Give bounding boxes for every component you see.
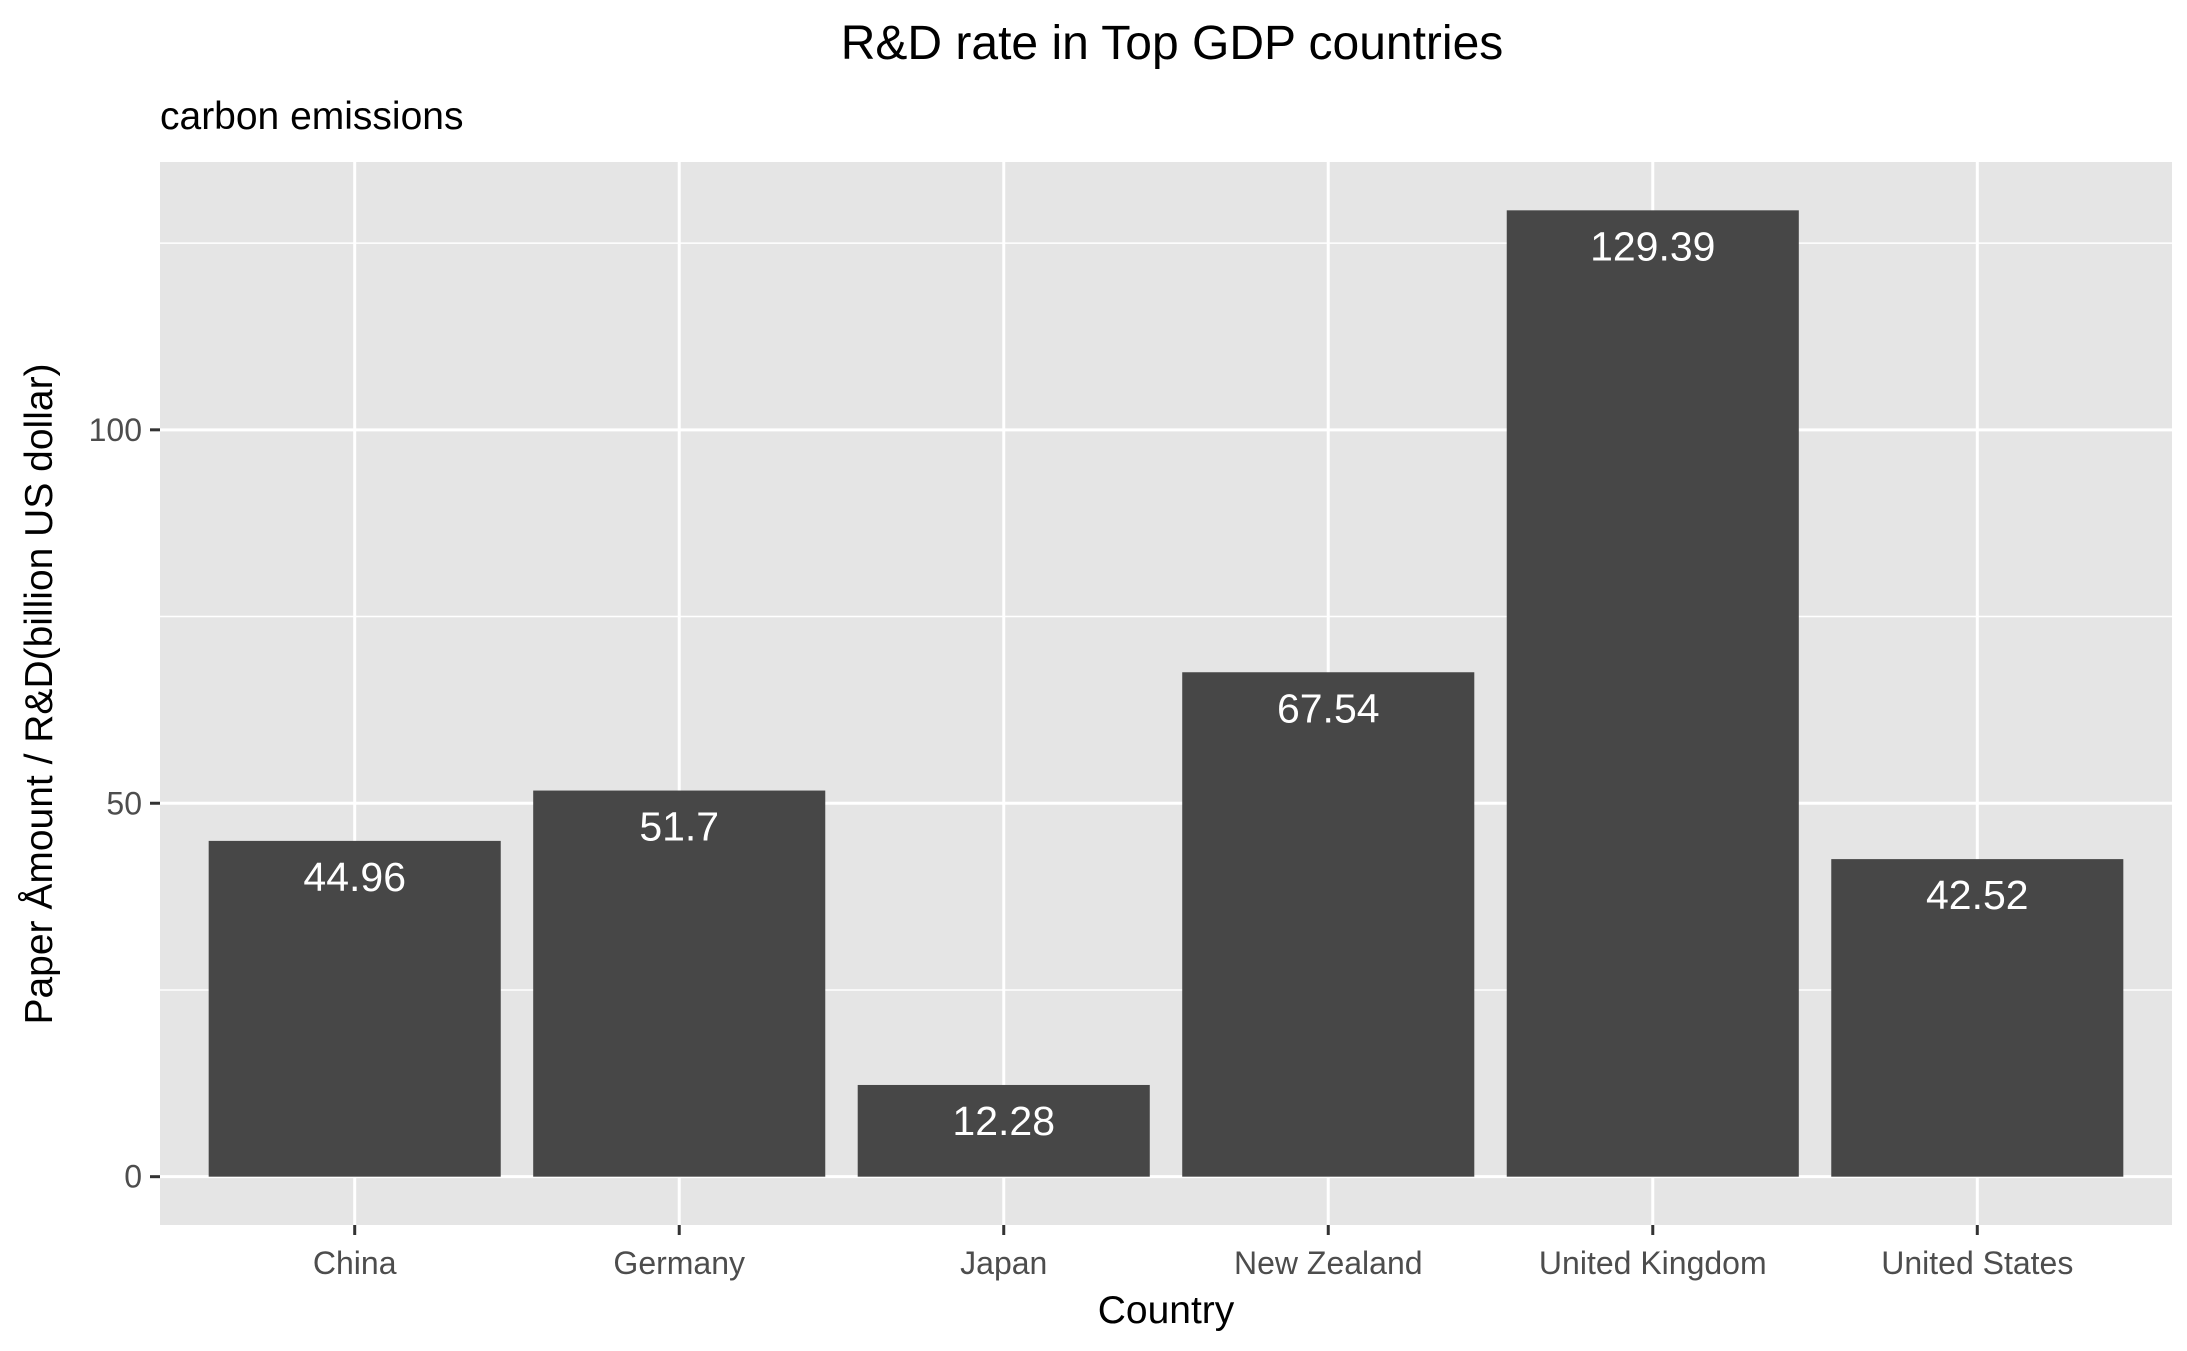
x-tick-label: United Kingdom [1539, 1245, 1767, 1281]
y-tick-label: 0 [124, 1159, 142, 1195]
x-tick-label: New Zealand [1234, 1245, 1423, 1281]
bar [533, 790, 826, 1177]
bars [208, 210, 2124, 1177]
data-label: 51.7 [639, 804, 719, 850]
bar [857, 1084, 1150, 1177]
data-label: 42.52 [1926, 872, 2029, 918]
x-tick-label: United States [1881, 1245, 2073, 1281]
y-axis: 0 50 100 [89, 412, 160, 1195]
bar [1831, 859, 2124, 1177]
x-axis: China Germany Japan New Zealand United Kingd… [313, 1225, 2073, 1281]
x-tick-label: Japan [960, 1245, 1047, 1281]
y-tick-label: 100 [89, 412, 142, 448]
chart-subtitle: carbon emissions [160, 95, 463, 138]
x-tick-label: Germany [613, 1245, 745, 1281]
data-label: 129.39 [1590, 223, 1715, 269]
bar [1182, 672, 1475, 1177]
data-label: 67.54 [1277, 685, 1380, 731]
data-labels: 44.96 51.7 12.28 67.54 129.39 42.52 [303, 223, 2028, 1144]
bar [1506, 210, 1799, 1177]
y-tick-label: 50 [106, 785, 142, 821]
bar [208, 840, 501, 1177]
y-axis-title: Paper Åmount / R&D(billion US dollar) [17, 363, 61, 1024]
chart-title: R&D rate in Top GDP countries [841, 17, 1504, 70]
x-axis-title: Country [1098, 1289, 1235, 1332]
data-label: 12.28 [952, 1098, 1055, 1144]
x-tick-label: China [313, 1245, 397, 1281]
data-label: 44.96 [303, 854, 406, 900]
